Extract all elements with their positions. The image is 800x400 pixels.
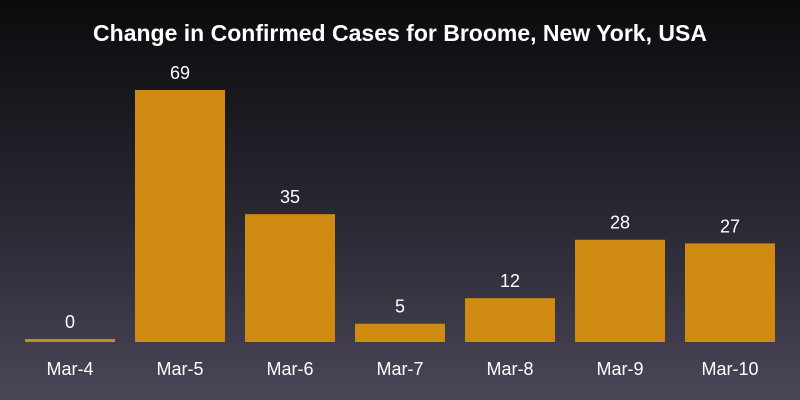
x-tick-label-Mar-6: Mar-6: [266, 359, 313, 379]
bar-Mar-6: [245, 214, 335, 342]
data-label-Mar-10: 27: [720, 216, 740, 236]
x-tick-label-Mar-7: Mar-7: [376, 359, 423, 379]
x-tick-label-Mar-10: Mar-10: [701, 359, 758, 379]
data-label-Mar-4: 0: [65, 312, 75, 332]
bar-Mar-7: [355, 323, 445, 342]
data-label-Mar-5: 69: [170, 63, 190, 83]
chart-title: Change in Confirmed Cases for Broome, Ne…: [93, 20, 707, 46]
x-tick-label-Mar-9: Mar-9: [596, 359, 643, 379]
data-label-Mar-7: 5: [395, 297, 405, 317]
bar-Mar-8: [465, 298, 555, 342]
x-tick-label-Mar-8: Mar-8: [486, 359, 533, 379]
data-label-Mar-8: 12: [500, 271, 520, 291]
bar-Mar-10: [685, 243, 775, 342]
bar-Mar-5: [135, 90, 225, 342]
x-tick-label-Mar-5: Mar-5: [156, 359, 203, 379]
bar-Mar-4: [25, 339, 115, 342]
x-tick-label-Mar-4: Mar-4: [46, 359, 93, 379]
data-label-Mar-9: 28: [610, 213, 630, 233]
data-label-Mar-6: 35: [280, 187, 300, 207]
bar-Mar-9: [575, 239, 665, 342]
